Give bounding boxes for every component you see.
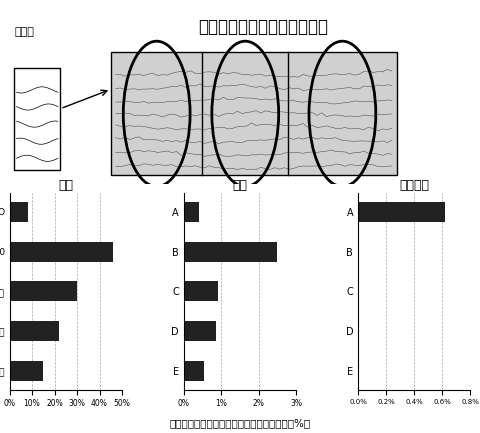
Bar (184, 321, 216, 341)
FancyBboxPatch shape (111, 52, 396, 175)
Bar (358, 202, 445, 222)
Bar (10, 321, 59, 341)
FancyBboxPatch shape (14, 68, 60, 170)
Bar (10, 361, 43, 381)
Bar (10, 242, 113, 262)
Text: ヒトの皮膚を用いた浸透試験: ヒトの皮膚を用いた浸透試験 (198, 18, 328, 36)
Bar (184, 281, 217, 301)
Title: 表皮: 表皮 (58, 179, 73, 192)
Bar (358, 321, 360, 341)
Bar (358, 242, 360, 262)
Bar (184, 361, 204, 381)
Bar (10, 281, 77, 301)
Bar (184, 242, 277, 262)
Text: 定義した皮膚層で検出された投与量の割合（%）: 定義した皮膚層で検出された投与量の割合（%） (169, 419, 311, 429)
Bar (184, 202, 199, 222)
Bar (358, 281, 360, 301)
Bar (10, 202, 27, 222)
Title: 真皮: 真皮 (232, 179, 248, 192)
Bar (358, 361, 360, 381)
Title: 皮下組織: 皮下組織 (399, 179, 429, 192)
Text: 角質層: 角質層 (14, 27, 34, 37)
